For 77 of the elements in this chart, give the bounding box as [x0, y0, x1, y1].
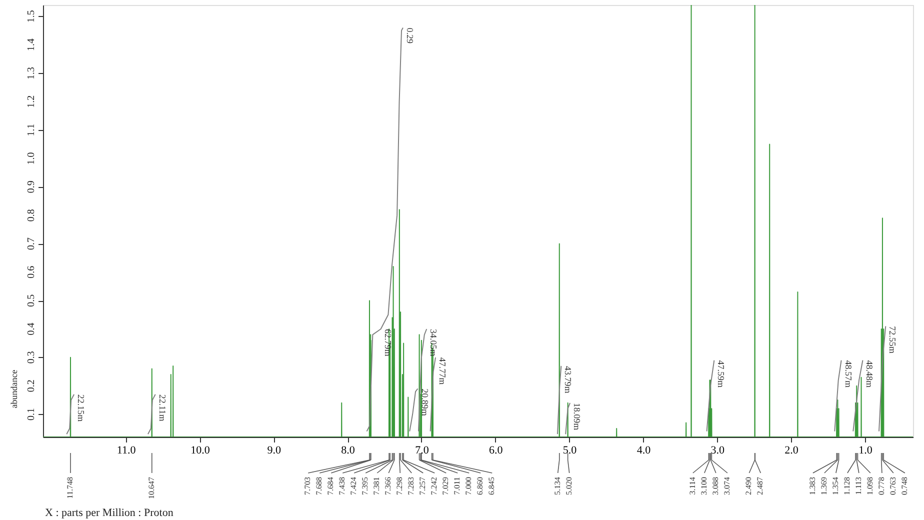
annotation: 7.298 [395, 477, 404, 495]
annotation: 47.77m [438, 357, 448, 385]
annotation: 48.57m [843, 360, 854, 388]
y-tick-label: 0.2 [26, 380, 37, 392]
annotation: 7.703 [303, 477, 312, 495]
annotation: 0.763 [888, 477, 898, 495]
annotation: 3.088 [710, 477, 720, 495]
x-tick-label: 9.0 [267, 444, 282, 456]
x-tick-label: 10.0 [190, 444, 210, 456]
annotation: 1.128 [842, 477, 852, 495]
annotation: 1.354 [830, 477, 840, 495]
annotation: 0.29 [404, 28, 415, 44]
annotation: 43.79m [563, 366, 574, 394]
x-tick-label: 11.0 [116, 444, 136, 456]
y-tick-label: 1.0 [26, 152, 37, 165]
annotation: 5.134 [552, 477, 562, 495]
annotation: 2.490 [744, 477, 754, 495]
y-tick-label: 1.4 [26, 38, 37, 52]
annotation: 1.369 [819, 477, 828, 495]
annotation: 48.48m [864, 360, 875, 388]
annotation: 7.395 [360, 477, 370, 495]
x-tick-label: 1.0 [858, 444, 873, 456]
annotation: 7.684 [326, 477, 336, 495]
annotation: 1.098 [865, 477, 874, 495]
x-tick-label: 3.0 [710, 444, 725, 456]
x-axis-title: X : parts per Million : Proton [45, 507, 174, 519]
annotation: 18.09m [572, 402, 582, 430]
y-tick-label: 0.9 [26, 180, 37, 194]
annotation: 7.242 [430, 477, 439, 495]
x-tick-label: 5.0 [562, 444, 578, 456]
annotation: 3.114 [688, 477, 697, 495]
annotation: 1.113 [854, 477, 863, 495]
annotation: 7.366 [384, 477, 393, 495]
annotation: 1.383 [808, 477, 817, 495]
annotation: 7.000 [464, 477, 474, 495]
y-tick-label: 0.7 [26, 237, 37, 250]
y-tick-label: 1.2 [26, 95, 37, 108]
x-tick-label: 6.0 [488, 444, 504, 456]
y-tick-label: 1.3 [26, 66, 37, 80]
annotation: 7.011 [452, 477, 462, 495]
annotation: 0.778 [876, 477, 886, 495]
annotation: 11.748 [65, 477, 74, 499]
y-tick-label: 1.5 [26, 10, 37, 23]
annotation: 22.11m [157, 394, 168, 422]
y-tick-label: 0.1 [26, 408, 37, 421]
x-tick-label: 2.0 [784, 444, 799, 456]
annotation: 7.424 [349, 477, 358, 495]
x-tick-label: 7.0 [415, 444, 430, 456]
annotation: 6.845 [487, 477, 496, 495]
annotation: 34.05m [428, 329, 439, 356]
annotation: 7.257 [418, 477, 428, 495]
annotation: 72.55m [888, 326, 898, 354]
annotation: 2.487 [756, 477, 765, 495]
y-tick-label: 0.5 [26, 294, 37, 307]
annotation: 3.100 [699, 477, 708, 495]
annotation: 7.283 [406, 477, 416, 495]
annotation: 6.860 [476, 477, 485, 495]
y-tick-label: 0.3 [26, 351, 37, 364]
y-tick-label: 0.8 [26, 209, 37, 222]
y-tick-label: 0.6 [26, 266, 37, 278]
annotation: 7.688 [314, 477, 324, 495]
annotation: 5.020 [564, 477, 574, 495]
x-tick-label: 4.0 [636, 444, 652, 456]
annotation: 7.029 [441, 477, 450, 495]
annotation: 10.647 [146, 477, 156, 499]
y-tick-label: 0.4 [26, 322, 37, 336]
annotation: 22.15m [76, 394, 86, 422]
annotation: 3.074 [722, 477, 732, 495]
annotation: 47.59m [716, 360, 726, 388]
annotation: 0.748 [900, 477, 909, 495]
y-tick-label: 1.1 [26, 124, 37, 136]
annotation: 62.79m [382, 329, 393, 356]
annotation: 20.89m [420, 388, 430, 416]
x-tick-label: 8.0 [341, 444, 356, 456]
annotation: 7.438 [338, 477, 347, 495]
annotation: 7.381 [372, 477, 382, 495]
y-axis-title: abundance [9, 370, 19, 408]
